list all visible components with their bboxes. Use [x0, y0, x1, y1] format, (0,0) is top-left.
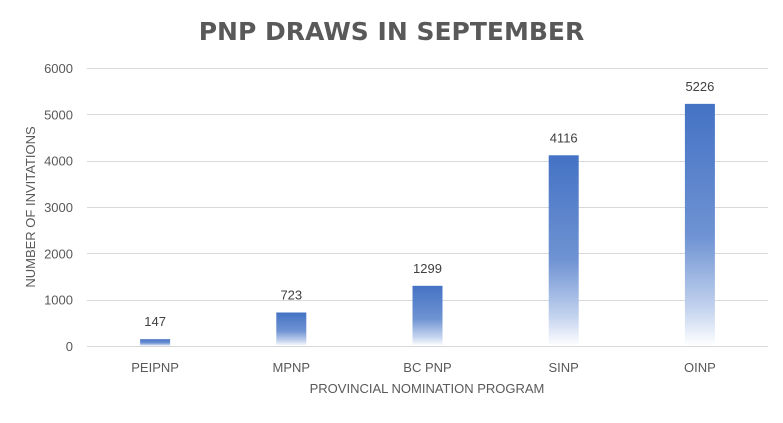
- data-label: 4116: [550, 130, 578, 145]
- y-tick-label: 0: [66, 339, 73, 354]
- bar: [412, 285, 443, 346]
- bar: [140, 339, 171, 346]
- bars: [140, 103, 715, 346]
- bar: [684, 103, 715, 346]
- data-labels: 147 723 1299 4116 5226: [144, 79, 714, 329]
- y-tick-label: 5000: [44, 107, 73, 122]
- x-tick-label: OINP: [684, 360, 716, 375]
- y-tick-label: 4000: [44, 154, 73, 169]
- y-tick-labels: 0 1000 2000 3000 4000 5000 6000: [44, 61, 73, 354]
- y-tick-label: 2000: [44, 246, 73, 261]
- gridlines: [87, 68, 768, 347]
- bar: [548, 155, 579, 346]
- y-tick-label: 3000: [44, 200, 73, 215]
- y-axis-title: NUMBER OF INVITATIONS: [23, 126, 38, 288]
- data-label: 1299: [413, 261, 442, 276]
- x-tick-labels: PEIPNP MPNP BC PNP SINP OINP: [131, 360, 716, 375]
- x-tick-label: PEIPNP: [131, 360, 179, 375]
- x-tick-label: MPNP: [273, 360, 311, 375]
- y-tick-label: 6000: [44, 61, 73, 76]
- data-label: 723: [280, 288, 302, 303]
- x-axis-title: PROVINCIAL NOMINATION PROGRAM: [310, 381, 545, 396]
- x-tick-label: SINP: [549, 360, 579, 375]
- x-tick-label: BC PNP: [403, 360, 451, 375]
- y-tick-label: 1000: [44, 293, 73, 308]
- data-label: 147: [144, 314, 166, 329]
- chart-title: PNP DRAWS IN SEPTEMBER: [199, 17, 585, 46]
- bar: [276, 312, 307, 346]
- data-label: 5226: [685, 79, 714, 94]
